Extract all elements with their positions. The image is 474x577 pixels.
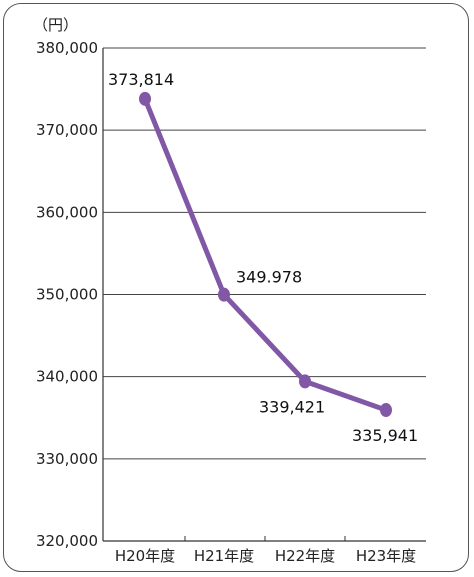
x-tick-labels: H20年度 H21年度 H22年度 H23年度: [115, 547, 416, 565]
data-point: [218, 287, 230, 302]
y-axis-unit-label: （円）: [33, 16, 78, 34]
chart-frame: [3, 3, 469, 572]
data-label: 349.978: [236, 268, 302, 287]
data-label: 373,814: [108, 70, 174, 89]
y-tick-label: 350,000: [36, 286, 98, 304]
series-group: [139, 91, 392, 418]
x-tick-label: H20年度: [115, 547, 175, 565]
data-labels: 373,814 349.978 339,421 335,941: [108, 70, 418, 445]
axes: [102, 48, 426, 542]
x-tick-label: H23年度: [356, 547, 416, 565]
data-point: [299, 374, 311, 389]
y-tick-label: 330,000: [36, 450, 98, 468]
y-tick-label: 320,000: [36, 532, 98, 550]
data-point: [139, 91, 151, 106]
data-point: [380, 403, 392, 418]
y-tick-label: 380,000: [36, 39, 98, 57]
x-tick-label: H22年度: [275, 547, 335, 565]
y-tick-label: 360,000: [36, 203, 98, 221]
data-label: 339,421: [259, 397, 325, 416]
x-tick-label: H21年度: [194, 547, 254, 565]
series-line: [142, 96, 389, 413]
y-tick-label: 340,000: [36, 368, 98, 386]
y-tick-labels: 380,000 370,000 360,000 350,000 340,000 330,0…: [36, 39, 98, 550]
data-label: 335,941: [352, 426, 418, 445]
y-tick-label: 370,000: [36, 121, 98, 139]
